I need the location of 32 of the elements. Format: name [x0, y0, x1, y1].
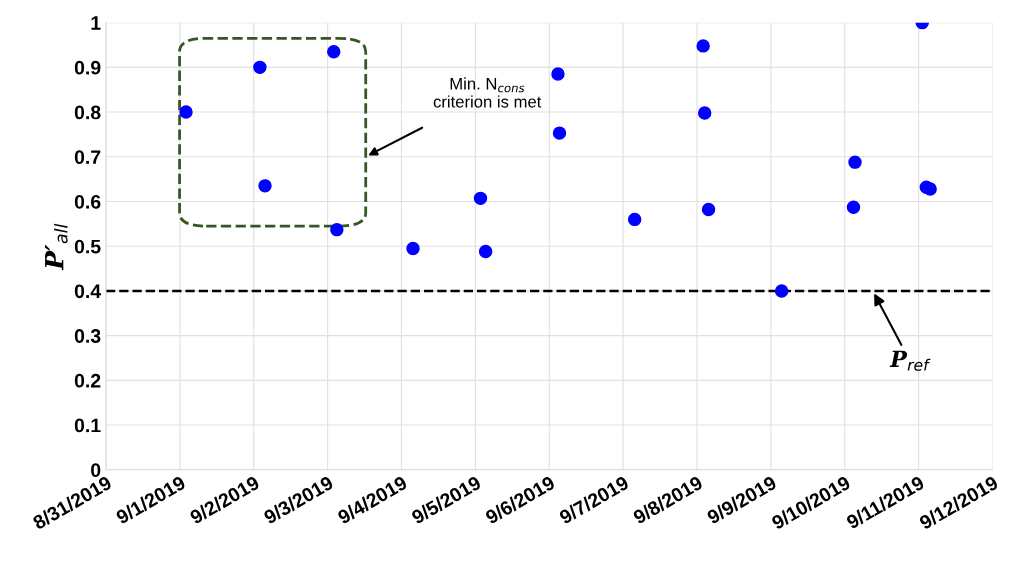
legend-label: P$_{ref}$ — [889, 350, 931, 371]
annotation: Min. N$_{cons}$ criterion is met — [433, 77, 542, 108]
y-tick-label: 0.7 — [74, 150, 101, 165]
y-tick-label: 0.1 — [74, 418, 101, 433]
y-tick-label: 0.2 — [74, 373, 101, 388]
point — [697, 106, 712, 120]
point — [327, 44, 341, 59]
point — [846, 200, 861, 215]
point — [473, 191, 488, 206]
y-tick-label: 1 — [91, 16, 101, 30]
y-tick-label: 0.9 — [74, 60, 101, 75]
point — [478, 244, 493, 259]
point — [552, 126, 567, 140]
y-tick-label: 0.3 — [74, 329, 101, 343]
point — [848, 155, 862, 169]
y-tick-label: 0.6 — [74, 194, 101, 209]
point — [253, 60, 267, 75]
point — [406, 241, 420, 256]
y-tick-label: 0 — [91, 463, 101, 478]
y-tick-label: 0.5 — [74, 239, 101, 254]
point — [696, 39, 710, 53]
point — [627, 212, 642, 227]
point — [923, 182, 937, 196]
point — [701, 202, 716, 217]
y-tick-label: 0.8 — [74, 105, 101, 120]
point — [258, 179, 272, 193]
point — [551, 67, 565, 81]
point — [330, 222, 344, 237]
y-tick-label: 0.4 — [74, 284, 102, 299]
y-axis-title: P′$_{all}$ — [45, 223, 68, 271]
point — [774, 284, 789, 298]
point — [179, 105, 193, 119]
